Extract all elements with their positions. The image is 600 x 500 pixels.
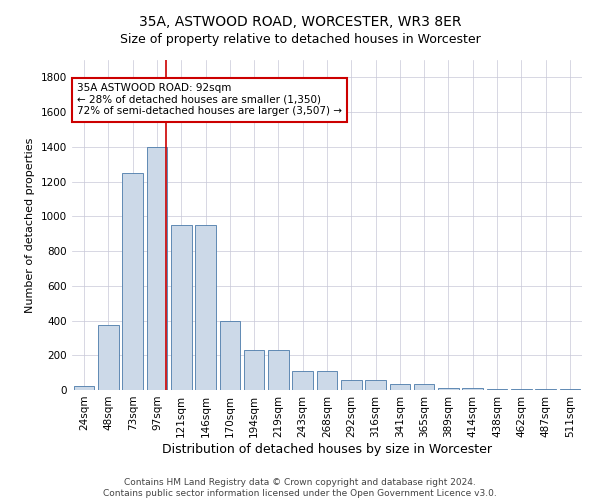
Bar [171,225,191,390]
Bar [146,147,167,390]
Text: 35A ASTWOOD ROAD: 92sqm
← 28% of detached houses are smaller (1,350)
72% of semi: 35A ASTWOOD ROAD: 92sqm ← 28% of detache… [77,83,342,116]
Bar [98,325,119,390]
Bar [414,384,434,390]
Bar [195,225,216,390]
Bar [317,371,337,390]
Text: Size of property relative to detached houses in Worcester: Size of property relative to detached ho… [119,32,481,46]
Bar [463,388,483,390]
Bar [341,380,362,390]
X-axis label: Distribution of detached houses by size in Worcester: Distribution of detached houses by size … [162,442,492,456]
Bar [487,388,508,390]
Bar [438,388,459,390]
Bar [268,350,289,390]
Bar [365,380,386,390]
Bar [220,320,240,390]
Bar [511,388,532,390]
Text: Contains HM Land Registry data © Crown copyright and database right 2024.
Contai: Contains HM Land Registry data © Crown c… [103,478,497,498]
Bar [389,384,410,390]
Text: 35A, ASTWOOD ROAD, WORCESTER, WR3 8ER: 35A, ASTWOOD ROAD, WORCESTER, WR3 8ER [139,15,461,29]
Y-axis label: Number of detached properties: Number of detached properties [25,138,35,312]
Bar [122,173,143,390]
Bar [244,350,265,390]
Bar [74,386,94,390]
Bar [292,371,313,390]
